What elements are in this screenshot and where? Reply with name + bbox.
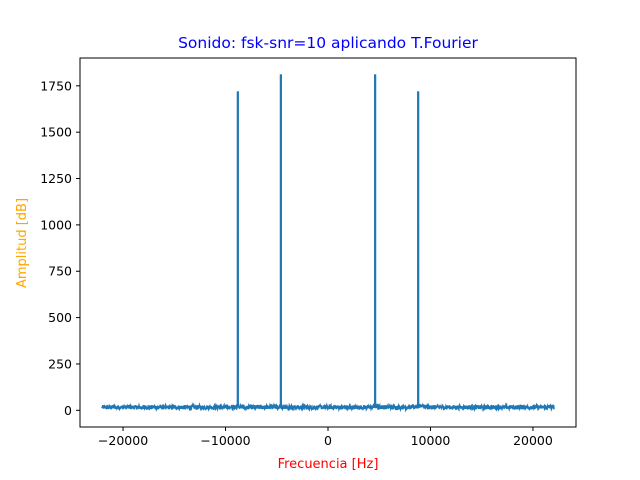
spectrum-series-line xyxy=(101,74,555,413)
x-tick-label: −20000 xyxy=(98,433,148,448)
x-tick-label: −10000 xyxy=(200,433,250,448)
y-tick-label: 1000 xyxy=(40,217,72,232)
y-tick-label: 750 xyxy=(48,264,72,279)
x-axis: −20000 −10000 0 10000 20000 xyxy=(98,427,553,448)
y-axis: 0 250 500 750 1000 1250 1500 1750 xyxy=(40,78,80,418)
x-axis-label: Frecuencia [Hz] xyxy=(278,457,379,472)
x-tick-label: 20000 xyxy=(513,433,553,448)
y-tick-label: 500 xyxy=(48,310,72,325)
x-tick-label: 10000 xyxy=(411,433,451,448)
y-tick-label: 0 xyxy=(64,403,72,418)
plot-area xyxy=(79,57,577,428)
chart-title: Sonido: fsk-snr=10 aplicando T.Fourier xyxy=(178,34,478,52)
y-tick-label: 1500 xyxy=(40,125,72,140)
y-tick-label: 250 xyxy=(48,356,72,371)
y-tick-label: 1250 xyxy=(40,171,72,186)
y-axis-label: Amplitud [dB] xyxy=(15,198,30,288)
x-tick-label: 0 xyxy=(324,433,332,448)
y-tick-label: 1750 xyxy=(40,78,72,93)
